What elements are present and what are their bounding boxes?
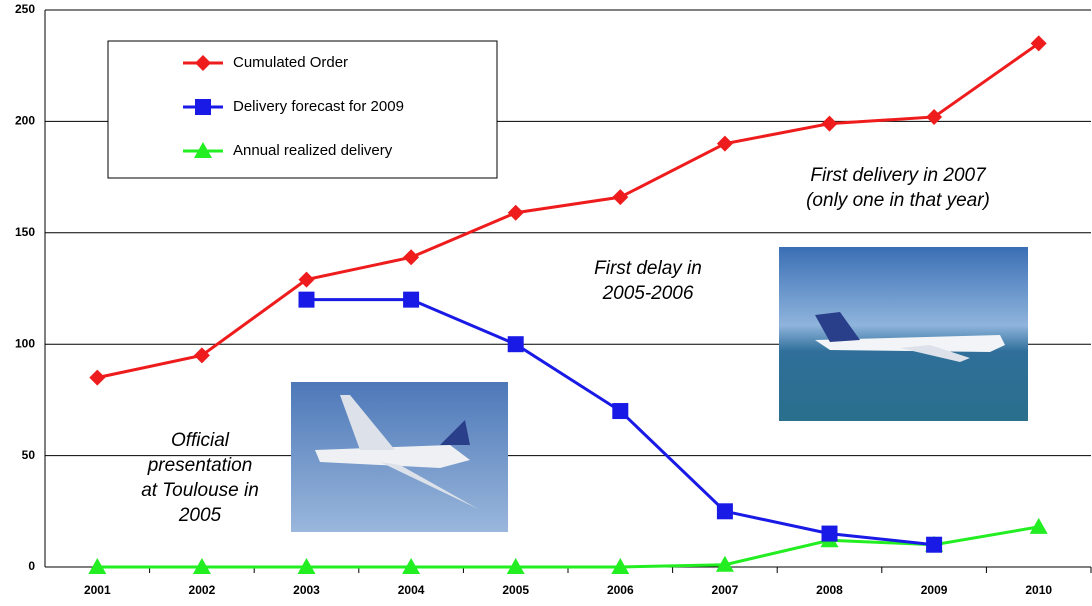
- point: [1029, 517, 1048, 534]
- y-tick-label: 100: [15, 336, 35, 350]
- x-tick-label: 2006: [607, 583, 634, 597]
- series-line: [96, 42, 1040, 380]
- x-tick-label: 2001: [84, 583, 111, 597]
- point: [926, 536, 943, 553]
- legend: Cumulated Order Delivery forecast for 200…: [107, 40, 498, 179]
- point: [612, 189, 629, 206]
- point: [926, 108, 943, 125]
- point: [89, 369, 106, 386]
- point: [821, 525, 838, 542]
- legend-label: Annual realized delivery: [233, 142, 393, 159]
- annotation: Official: [171, 430, 230, 451]
- point: [403, 291, 420, 308]
- point: [716, 503, 733, 520]
- annotation: presentation: [147, 455, 253, 476]
- annotation: at Toulouse in: [141, 480, 259, 501]
- point: [88, 558, 107, 574]
- point: [298, 271, 315, 288]
- point: [194, 142, 212, 158]
- annotation: (only one in that year): [806, 190, 990, 211]
- point: [1030, 35, 1047, 52]
- y-tick-label: 0: [28, 559, 35, 573]
- annotation: 2005: [178, 505, 222, 526]
- point: [195, 99, 211, 115]
- point: [402, 558, 421, 574]
- x-tick-label: 2002: [189, 583, 216, 597]
- point: [821, 115, 838, 132]
- series: [89, 35, 1047, 386]
- point: [297, 558, 316, 574]
- x-tick-label: 2007: [712, 583, 739, 597]
- point: [507, 336, 524, 353]
- point: [507, 204, 524, 221]
- y-tick-label: 50: [22, 448, 36, 462]
- x-tick-label: 2003: [293, 583, 320, 597]
- point: [192, 558, 211, 574]
- photo-left: [291, 382, 508, 532]
- point: [298, 291, 315, 308]
- legend-box: [107, 40, 498, 179]
- legend-label: Cumulated Order: [233, 54, 348, 71]
- series: [298, 291, 943, 553]
- point: [715, 555, 734, 572]
- annotation: First delivery in 2007: [810, 165, 987, 186]
- legend-label: Delivery forecast for 2009: [233, 98, 404, 115]
- x-tick-label: 2005: [502, 583, 529, 597]
- point: [716, 135, 733, 152]
- photo-right: [779, 247, 1028, 421]
- x-tick-label: 2008: [816, 583, 843, 597]
- point: [403, 249, 420, 266]
- point: [506, 558, 525, 574]
- point: [195, 55, 211, 71]
- annotation: First delay in: [594, 258, 702, 279]
- point: [611, 558, 630, 574]
- y-tick-label: 250: [15, 2, 35, 16]
- annotations: Official presentation at Toulouse in 2005 Fi…: [141, 165, 990, 526]
- point: [612, 403, 629, 420]
- series-line: [97, 525, 1039, 569]
- y-tick-label: 200: [15, 114, 35, 128]
- plot: [88, 35, 1048, 574]
- series: [88, 517, 1048, 574]
- x-tick-label: 2009: [921, 583, 948, 597]
- annotation: 2005-2006: [602, 283, 694, 304]
- x-tick-label: 2010: [1025, 583, 1052, 597]
- x-tick-label: 2004: [398, 583, 425, 597]
- point: [193, 347, 210, 364]
- y-tick-label: 150: [15, 225, 35, 239]
